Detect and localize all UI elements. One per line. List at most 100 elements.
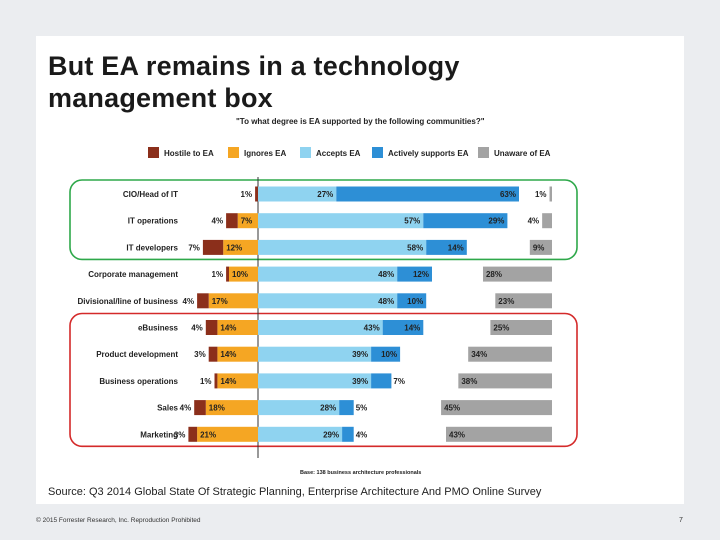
bar-unaware-ebusiness — [490, 320, 552, 335]
value-label-accepts-sales: 28% — [320, 404, 336, 413]
bar-supports-corporate-management — [397, 266, 432, 282]
source-note: Source: Q3 2014 Global State Of Strategi… — [48, 486, 542, 498]
value-label-supports-divisional-line-of-business: 10% — [407, 297, 423, 306]
value-label-unaware-it-developers: 9% — [533, 243, 545, 252]
bar-ignores-product-development — [217, 346, 258, 362]
value-label-supports-cio-head-of-it: 63% — [500, 190, 516, 199]
bar-unaware-product-development — [468, 346, 552, 362]
category-label-divisional-line-of-business: Divisional/line of business — [78, 297, 179, 306]
value-label-ignores-business-operations: 14% — [220, 377, 236, 386]
bar-hostile-it-operations — [226, 213, 238, 229]
value-label-accepts-divisional-line-of-business: 48% — [378, 297, 394, 306]
bar-unaware-marketing — [446, 426, 552, 442]
bar-unaware-sales — [441, 400, 552, 416]
bar-accepts-corporate-management — [258, 266, 398, 282]
value-label-accepts-corporate-management: 48% — [378, 270, 394, 279]
value-label-accepts-business-operations: 39% — [352, 377, 368, 386]
bar-supports-ebusiness — [382, 320, 424, 335]
bar-accepts-sales — [258, 400, 340, 416]
bar-ignores-business-operations — [217, 373, 258, 389]
legend-swatch-hostile-to-ea — [148, 147, 159, 158]
value-label-ignores-sales: 18% — [209, 404, 225, 413]
legend-label-accepts-ea: Accepts EA — [316, 149, 361, 158]
bar-hostile-corporate-management — [226, 266, 229, 282]
value-label-accepts-product-development: 39% — [352, 350, 368, 359]
value-label-unaware-product-development: 34% — [471, 350, 487, 359]
bar-supports-business-operations — [371, 373, 392, 389]
value-label-hostile-business-operations: 1% — [200, 377, 212, 386]
title-line-1: But EA remains in a technology — [48, 51, 460, 81]
slide-title: But EA remains in a technology managemen… — [48, 50, 460, 114]
value-label-supports-it-operations: 29% — [488, 217, 504, 226]
bar-supports-divisional-line-of-business — [397, 293, 427, 309]
bar-supports-sales — [339, 400, 354, 416]
bar-hostile-ebusiness — [205, 320, 218, 335]
value-label-supports-product-development: 10% — [381, 350, 397, 359]
value-label-unaware-business-operations: 38% — [461, 377, 477, 386]
title-line-2: management box — [48, 83, 273, 113]
group-outline-technology-management — [69, 179, 578, 261]
legend-swatch-unaware-of-ea — [478, 147, 489, 158]
bar-accepts-it-developers — [258, 239, 427, 255]
legend-label-hostile-to-ea: Hostile to EA — [164, 149, 214, 158]
value-label-hostile-product-development: 3% — [194, 350, 206, 359]
value-label-ignores-corporate-management: 10% — [232, 270, 248, 279]
bar-hostile-cio-head-of-it — [255, 186, 258, 202]
value-label-hostile-sales: 4% — [180, 404, 192, 413]
value-label-unaware-corporate-management: 28% — [486, 270, 502, 279]
category-label-marketing: Marketing — [140, 430, 178, 439]
bar-accepts-product-development — [258, 346, 372, 362]
copyright-footer: © 2015 Forrester Research, Inc. Reproduc… — [36, 517, 201, 524]
value-label-ignores-it-operations: 7% — [241, 217, 253, 226]
bar-supports-marketing — [342, 426, 354, 442]
value-label-hostile-divisional-line-of-business: 4% — [183, 297, 195, 306]
value-label-unaware-cio-head-of-it: 1% — [535, 190, 547, 199]
bar-supports-it-operations — [423, 213, 508, 229]
value-label-ignores-it-developers: 12% — [226, 243, 242, 252]
value-label-supports-corporate-management: 12% — [413, 270, 429, 279]
value-label-accepts-cio-head-of-it: 27% — [317, 190, 333, 199]
value-label-accepts-it-developers: 58% — [407, 243, 423, 252]
bar-supports-cio-head-of-it — [336, 186, 519, 202]
category-label-ebusiness: eBusiness — [138, 324, 179, 333]
bar-accepts-business-operations — [258, 373, 372, 389]
value-label-ignores-product-development: 14% — [220, 350, 236, 359]
value-label-supports-it-developers: 14% — [448, 243, 464, 252]
page-number: 7 — [679, 517, 683, 524]
value-label-unaware-marketing: 43% — [449, 430, 465, 439]
bar-accepts-cio-head-of-it — [258, 186, 337, 202]
legend-label-ignores-ea: Ignores EA — [244, 149, 286, 158]
value-label-accepts-ebusiness: 43% — [364, 324, 380, 333]
value-label-hostile-marketing: 3% — [174, 430, 186, 439]
category-label-it-operations: IT operations — [128, 217, 179, 226]
bar-unaware-divisional-line-of-business — [495, 293, 552, 309]
value-label-accepts-marketing: 29% — [323, 430, 339, 439]
value-label-ignores-ebusiness: 14% — [220, 324, 236, 333]
value-label-hostile-it-developers: 7% — [188, 243, 200, 252]
value-label-accepts-it-operations: 57% — [404, 217, 420, 226]
bar-hostile-business-operations — [214, 373, 218, 389]
bar-ignores-it-developers — [223, 239, 258, 255]
category-label-it-developers: IT developers — [126, 243, 178, 252]
bar-ignores-corporate-management — [229, 266, 258, 282]
value-label-hostile-it-operations: 4% — [212, 217, 224, 226]
category-label-cio-head-of-it: CIO/Head of IT — [123, 190, 178, 199]
bar-unaware-it-operations — [542, 213, 552, 229]
value-label-supports-marketing: 4% — [356, 430, 368, 439]
bar-accepts-marketing — [258, 426, 343, 442]
chart-question: "To what degree is EA supported by the f… — [236, 117, 485, 126]
category-label-business-operations: Business operations — [99, 377, 178, 386]
value-label-hostile-ebusiness: 4% — [191, 324, 203, 333]
bar-supports-it-developers — [426, 239, 467, 255]
bar-accepts-ebusiness — [258, 320, 383, 335]
bar-unaware-it-developers — [529, 239, 552, 255]
bar-hostile-marketing — [188, 426, 198, 442]
bar-ignores-sales — [205, 400, 258, 416]
group-outline-business — [69, 312, 578, 448]
legend-swatch-actively-supports-ea — [372, 147, 383, 158]
value-label-unaware-ebusiness: 25% — [493, 324, 509, 333]
bar-accepts-it-operations — [258, 213, 424, 229]
bar-hostile-divisional-line-of-business — [197, 293, 209, 309]
category-label-corporate-management: Corporate management — [88, 270, 178, 279]
